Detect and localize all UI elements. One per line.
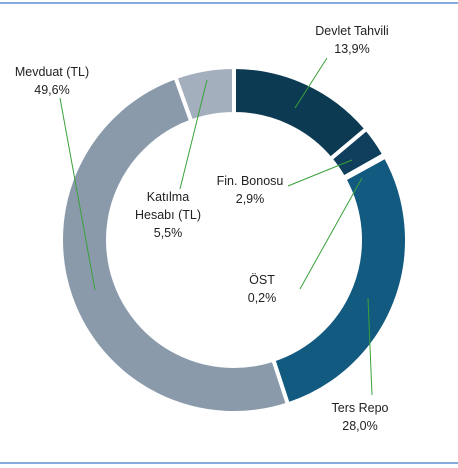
leader-line bbox=[367, 297, 373, 396]
slice-label: Fin. Bonosu 2,9% bbox=[195, 172, 305, 208]
donut-slice bbox=[59, 74, 291, 415]
value-label: 0,2% bbox=[247, 291, 277, 305]
category-label: ÖST bbox=[249, 273, 275, 287]
leader-line bbox=[294, 57, 328, 109]
value-label: 28,0% bbox=[342, 419, 378, 433]
leader-line bbox=[59, 97, 96, 291]
slice-label: Katılma Hesabı (TL) 5,5% bbox=[132, 188, 204, 242]
donut-slice bbox=[172, 64, 236, 124]
category-label: Katılma Hesabı (TL) bbox=[135, 190, 201, 222]
leader-line bbox=[299, 177, 363, 290]
slice-label: Mevduat (TL) 49,6% bbox=[2, 63, 102, 99]
value-label: 49,6% bbox=[34, 83, 70, 97]
value-label: 13,9% bbox=[334, 42, 370, 56]
slice-label: ÖST 0,2% bbox=[232, 271, 292, 307]
leader-line bbox=[287, 159, 353, 187]
slice-label: Ters Repo 28,0% bbox=[315, 399, 405, 435]
leader-line bbox=[179, 79, 208, 190]
value-label: 5,5% bbox=[153, 226, 183, 240]
category-label: Mevduat (TL) bbox=[14, 65, 90, 79]
category-label: Fin. Bonosu bbox=[216, 174, 284, 188]
category-label: Ters Repo bbox=[331, 401, 389, 415]
category-label: Devlet Tahvili bbox=[315, 24, 389, 38]
value-label: 2,9% bbox=[235, 192, 265, 206]
slice-label: Devlet Tahvili 13,9% bbox=[292, 22, 412, 58]
